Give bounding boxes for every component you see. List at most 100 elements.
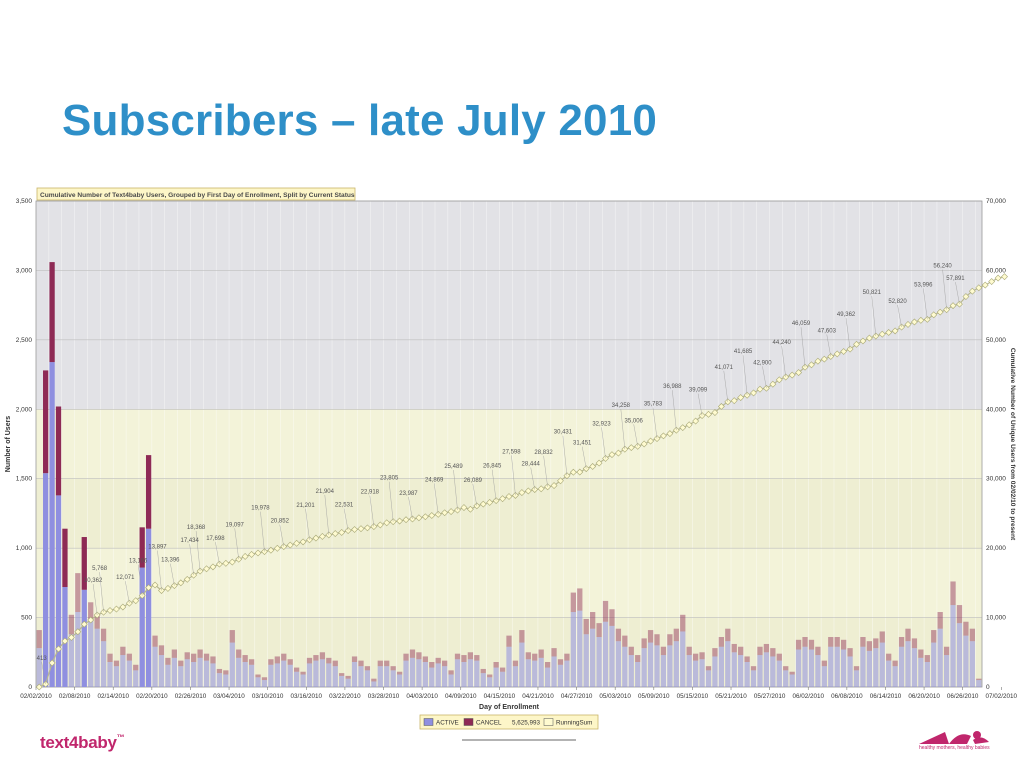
bar-cancel — [783, 666, 789, 671]
bar-active — [88, 620, 94, 687]
bar-active — [384, 666, 390, 687]
running-sum-point — [383, 519, 391, 527]
running-sum-label: 30,431 — [554, 430, 573, 436]
data-label-leader — [826, 334, 831, 357]
brand-name: text4baby — [40, 733, 117, 752]
running-sum-point — [988, 278, 996, 285]
bar-cancel — [622, 635, 628, 647]
x-tick-label: 05/21/2010 — [715, 693, 747, 700]
data-label-leader — [99, 572, 104, 613]
running-sum-point — [421, 513, 429, 521]
y2-tick-label: 60,000 — [986, 267, 1006, 274]
bar-active — [55, 495, 62, 687]
bar-active — [493, 667, 499, 687]
bar-cancel — [757, 646, 763, 656]
bar-active — [918, 657, 924, 687]
x-tick-label: 04/21/2010 — [522, 693, 554, 700]
bar-cancel — [512, 660, 519, 667]
bar-active — [293, 671, 300, 687]
running-sum-point — [80, 620, 88, 628]
bar-cancel — [795, 639, 802, 650]
data-label-leader — [434, 483, 439, 515]
bar-active — [306, 663, 313, 687]
running-sum-label: 52,820 — [888, 299, 907, 305]
bar-active — [107, 662, 113, 687]
running-sum-label: 23,805 — [380, 476, 399, 482]
running-sum-point — [666, 430, 674, 438]
running-sum-point — [936, 308, 944, 316]
running-sum-point — [428, 512, 436, 519]
bar-cancel — [152, 635, 158, 647]
running-sum-point — [177, 579, 185, 587]
data-label-leader — [762, 366, 767, 389]
running-sum-label: 22,918 — [361, 490, 380, 496]
bar-active — [49, 362, 55, 687]
running-sum-point — [917, 316, 925, 324]
data-label-leader — [157, 550, 162, 591]
running-sum-point — [737, 394, 745, 402]
x-tick-label: 07/02/2010 — [986, 693, 1018, 700]
bar-cancel — [171, 649, 177, 658]
bar-cancel — [384, 660, 390, 667]
bar-cancel — [351, 656, 358, 663]
bar-cancel — [557, 659, 564, 665]
running-sum-point — [814, 357, 822, 365]
data-label-leader — [343, 508, 349, 531]
running-sum-point — [859, 337, 867, 345]
running-sum-point — [878, 330, 886, 338]
running-sum-point — [820, 355, 828, 363]
bar-active — [738, 655, 744, 687]
bar-cancel — [583, 618, 589, 635]
running-sum-label: 25,489 — [444, 464, 463, 470]
running-sum-point — [151, 581, 159, 589]
legend-label: 5,625,993 — [512, 720, 541, 727]
running-sum-point — [351, 526, 358, 533]
running-sum-point — [312, 534, 320, 542]
running-sum-label: 32,923 — [592, 421, 611, 427]
running-sum-point — [293, 539, 301, 547]
bar-active — [647, 642, 654, 687]
bar-cancel — [62, 528, 68, 588]
running-sum-label: 13,166 — [129, 559, 148, 565]
bar-cancel — [963, 621, 969, 636]
bar-cancel — [126, 653, 132, 661]
bar-active — [622, 646, 628, 687]
bar-cancel — [879, 631, 885, 643]
data-label-leader — [672, 390, 677, 431]
bar-cancel — [654, 634, 660, 646]
running-sum-point — [711, 409, 719, 416]
x-tick-label: 06/08/2010 — [831, 693, 863, 700]
bar-active — [583, 634, 589, 687]
running-sum-point — [891, 327, 899, 335]
running-sum-label: 21,201 — [296, 503, 315, 509]
bar-active — [763, 652, 770, 687]
legend-label: CANCEL — [476, 720, 502, 727]
bar-cancel — [802, 637, 808, 647]
data-label-leader — [125, 581, 130, 604]
running-sum-point — [788, 371, 796, 379]
data-label-leader — [195, 531, 201, 572]
bar-cancel — [564, 653, 570, 661]
bar-cancel — [841, 639, 847, 650]
plot-band — [36, 339, 982, 410]
bar-active — [184, 659, 190, 687]
running-sum-point — [692, 417, 700, 425]
bar-active — [396, 674, 403, 687]
chart-title: Cumulative Number of Text4baby Users, Gr… — [40, 192, 355, 199]
bar-cancel — [866, 641, 873, 651]
running-sum-point — [801, 363, 809, 371]
x-tick-label: 02/02/2010 — [20, 693, 52, 700]
bar-active — [274, 663, 280, 687]
bar-cancel — [898, 637, 905, 647]
data-label-leader — [723, 370, 729, 402]
bar-active — [319, 659, 326, 687]
bar-cancel — [667, 634, 673, 646]
y-tick-label: 2,500 — [16, 337, 33, 344]
running-sum-label: 56,240 — [933, 264, 952, 270]
data-label-leader — [92, 584, 98, 616]
bar-cancel — [544, 662, 551, 668]
bar-cancel — [435, 657, 441, 664]
running-sum-point — [486, 498, 494, 506]
running-sum-label: 47,603 — [818, 328, 837, 334]
x-tick-label: 04/15/2010 — [484, 693, 516, 700]
